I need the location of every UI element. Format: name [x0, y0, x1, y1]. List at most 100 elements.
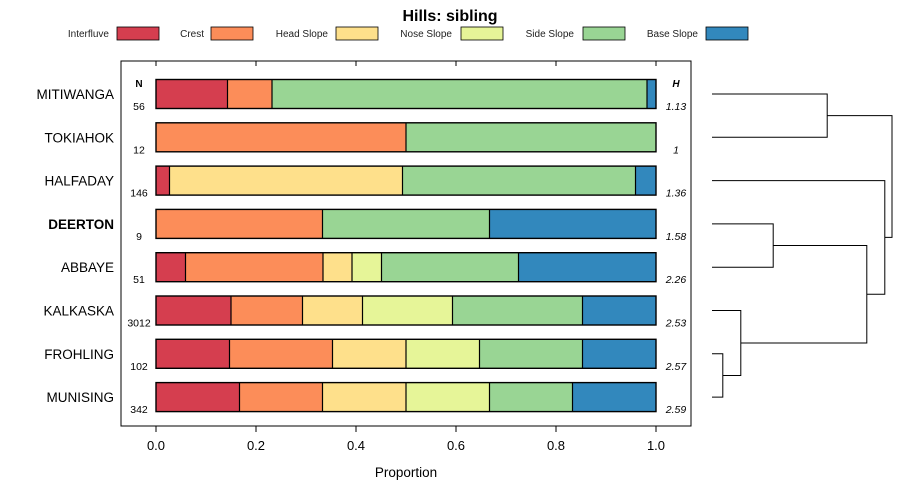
- dendrogram-branch-6: [827, 115, 893, 238]
- bar-segment-interfluve: [156, 252, 186, 282]
- bar-row-munising: MUNISING 342 2.59: [47, 381, 687, 416]
- n-value: 56: [133, 101, 145, 113]
- bar-row-frohling: FROHLING 102 2.57: [44, 338, 687, 373]
- bar-segment-side-slope: [406, 122, 656, 152]
- bar-segment-base-slope: [647, 79, 656, 109]
- bar-segment-nose-slope: [362, 296, 453, 325]
- bar-row-halfaday: HALFADAY 146 1.36: [44, 165, 687, 200]
- h-value: 2.59: [665, 404, 687, 416]
- bar-segment-interfluve: [156, 296, 231, 325]
- legend-label-head-slope: Head Slope: [276, 29, 329, 40]
- h-value: 1.58: [666, 231, 687, 243]
- n-value: 342: [130, 404, 148, 416]
- bar-segment-interfluve: [156, 339, 230, 369]
- dendrogram: [712, 93, 893, 398]
- x-axis: 0.0 0.2 0.4 0.6 0.8 1.0: [147, 426, 665, 453]
- category-label: DEERTON: [48, 217, 114, 232]
- bar-segment-crest: [231, 296, 303, 325]
- dendrogram-branch-2: [712, 353, 724, 398]
- bar-segment-head-slope: [169, 166, 403, 196]
- bar-row-mitiwanga: MITIWANGA 56 1.13: [37, 78, 687, 113]
- h-value: 1.36: [666, 188, 687, 200]
- bar-segment-head-slope: [323, 252, 352, 282]
- n-column-header: N: [135, 79, 142, 90]
- category-label: MITIWANGA: [37, 87, 115, 102]
- x-tick-label: 0.6: [447, 438, 465, 453]
- n-value: 9: [136, 231, 142, 243]
- bar-segment-crest: [185, 252, 323, 282]
- h-column-header: H: [672, 79, 680, 90]
- bar-segment-crest: [239, 382, 323, 412]
- bar-segment-interfluve: [156, 79, 228, 109]
- h-value: 1: [673, 144, 679, 156]
- x-tick-label: 0.8: [547, 438, 565, 453]
- category-label: HALFADAY: [44, 174, 114, 189]
- category-label: ABBAYE: [61, 260, 114, 275]
- bar-outline: [155, 381, 657, 413]
- bar-segment-base-slope: [572, 382, 656, 412]
- bar-outline: [155, 295, 657, 326]
- n-value: 146: [130, 188, 148, 200]
- x-tick-label: 0.4: [347, 438, 365, 453]
- h-value: 1.13: [666, 101, 687, 113]
- h-value: 2.53: [665, 318, 687, 330]
- plot-frame: [120, 60, 692, 427]
- legend-label-side-slope: Side Slope: [526, 29, 575, 40]
- n-value: 102: [130, 361, 148, 373]
- dendrogram-branch-3: [712, 310, 742, 376]
- bar-rows: MITIWANGA 56 1.13 TOKIAHOK 12 1 HALFADAY 146 1.3…: [37, 78, 687, 416]
- bar-segment-side-slope: [402, 166, 636, 196]
- legend-swatch-base-slope: [705, 26, 749, 41]
- bar-outline: [155, 208, 657, 240]
- legend-label-base-slope: Base Slope: [647, 29, 699, 40]
- bar-segment-head-slope: [302, 296, 363, 325]
- bar-segment-side-slope: [381, 252, 519, 282]
- category-label: TOKIAHOK: [44, 130, 114, 145]
- legend-swatch-head-slope: [335, 26, 379, 41]
- dendrogram-branch-5: [712, 180, 886, 295]
- chart-title: Hills: sibling: [402, 8, 497, 25]
- bar-segment-base-slope: [635, 166, 656, 196]
- bar-segment-side-slope: [489, 382, 573, 412]
- bar-row-deerton: DEERTON 9 1.58: [48, 208, 687, 243]
- dendrogram-branch-4: [740, 245, 868, 344]
- bar-outline: [155, 338, 657, 369]
- x-tick-label: 0.2: [247, 438, 265, 453]
- legend: Interfluve Crest Head Slope Nose Slope Side …: [68, 26, 749, 41]
- dendrogram-branch-1: [712, 223, 774, 268]
- n-value: 3012: [127, 318, 151, 330]
- bar-segment-base-slope: [582, 339, 656, 369]
- bar-segment-nose-slope: [406, 339, 480, 369]
- bar-segment-interfluve: [156, 382, 240, 412]
- bar-segment-crest: [229, 339, 333, 369]
- legend-label-interfluve: Interfluve: [68, 29, 110, 40]
- n-value: 12: [133, 144, 145, 156]
- bar-outline: [155, 122, 657, 153]
- bar-segment-interfluve: [156, 166, 170, 196]
- bar-segment-crest: [156, 122, 406, 152]
- bar-segment-side-slope: [322, 209, 490, 239]
- bar-segment-base-slope: [518, 252, 656, 282]
- bar-segment-side-slope: [452, 296, 583, 325]
- legend-swatch-side-slope: [582, 26, 626, 41]
- legend-swatch-nose-slope: [460, 26, 504, 41]
- legend-label-crest: Crest: [180, 29, 204, 40]
- bar-row-kalkaska: KALKASKA 3012 2.53: [43, 295, 687, 330]
- x-tick-label: 1.0: [647, 438, 665, 453]
- h-value: 2.26: [665, 274, 687, 286]
- bar-outline: [155, 251, 657, 283]
- x-tick-label: 0.0: [147, 438, 165, 453]
- top-axis-ticks: [155, 61, 657, 66]
- n-value: 51: [133, 274, 145, 286]
- category-label: KALKASKA: [43, 304, 114, 319]
- bar-segment-side-slope: [479, 339, 583, 369]
- category-label: MUNISING: [47, 390, 115, 405]
- bar-segment-side-slope: [272, 79, 647, 109]
- x-axis-title: Proportion: [375, 465, 437, 480]
- bar-segment-base-slope: [489, 209, 656, 239]
- legend-swatch-crest: [210, 26, 254, 41]
- bar-segment-base-slope: [582, 296, 656, 325]
- legend-label-nose-slope: Nose Slope: [400, 29, 452, 40]
- bar-outline: [155, 165, 657, 196]
